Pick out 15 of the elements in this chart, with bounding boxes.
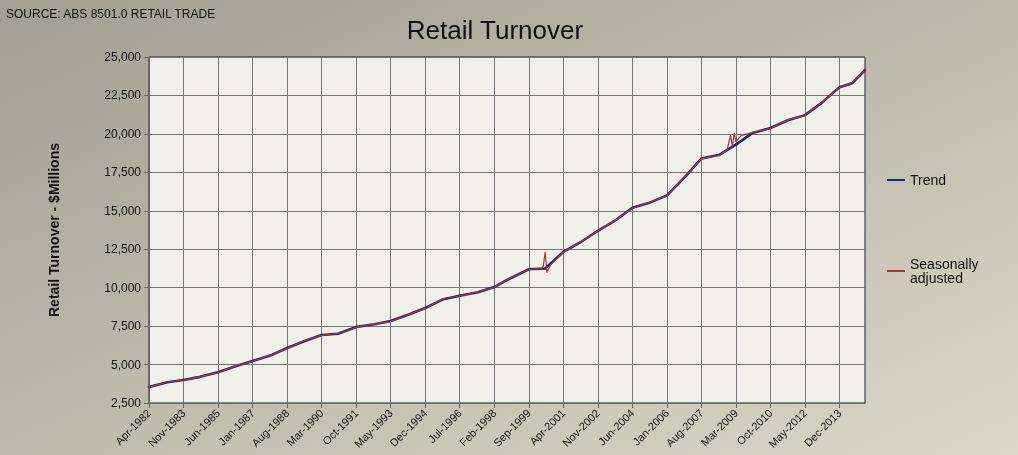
y-tick-label: 2,500 (110, 396, 142, 410)
y-tick-label: 17,500 (104, 165, 142, 180)
chart-title: Retail Turnover (406, 15, 584, 45)
y-tick-label: 25,000 (104, 50, 142, 64)
y-axis-title: Retail Turnover - $Millions (46, 142, 62, 317)
y-tick-label: 10,000 (104, 280, 142, 295)
y-tick-label: 15,000 (104, 203, 142, 218)
y-tick-label: 20,000 (104, 126, 142, 141)
y-tick-label: 7,500 (110, 319, 142, 334)
source-note: SOURCE: ABS 8501.0 RETAIL TRADE (6, 7, 216, 21)
y-tick-label: 12,500 (104, 242, 142, 257)
legend-label: Trend (910, 172, 947, 188)
y-tick-label: 22,500 (104, 88, 142, 103)
y-tick-label: 5,000 (110, 357, 142, 372)
legend-label: Seasonally adjusted (910, 256, 983, 286)
